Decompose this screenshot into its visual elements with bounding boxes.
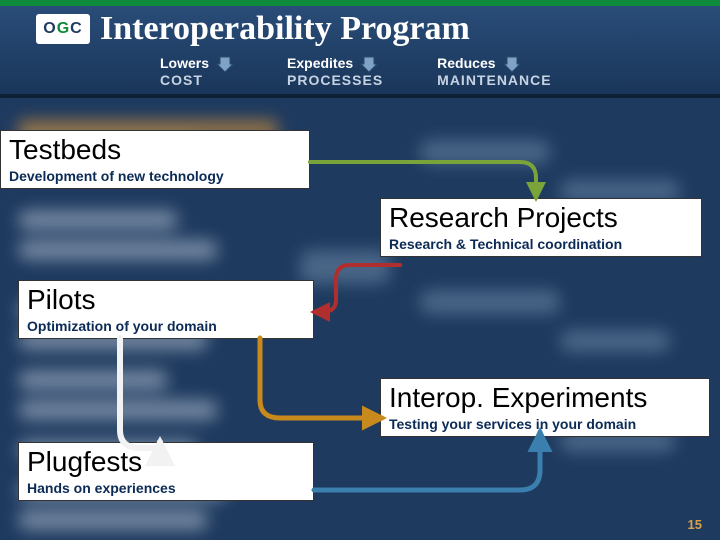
box-testbeds: Testbeds Development of new technology	[0, 130, 310, 189]
logo-c: C	[70, 20, 83, 38]
box-subtitle: Development of new technology	[9, 168, 301, 184]
box-title: Pilots	[27, 285, 305, 316]
box-subtitle: Testing your services in your domain	[389, 416, 701, 432]
header-subcol-top-label: Reduces	[437, 55, 495, 71]
box-research: Research Projects Research & Technical c…	[380, 198, 702, 257]
header-subcol-2: ReducesMAINTENANCE	[437, 54, 551, 88]
box-pilots: Pilots Optimization of your domain	[18, 280, 314, 339]
page-number: 15	[688, 517, 702, 532]
program-header: OGC Interoperability Program LowersCOST E…	[0, 0, 720, 98]
program-title: Interoperability Program	[100, 10, 470, 48]
header-subcol-bottom-label: PROCESSES	[287, 72, 383, 88]
stage: OGC Interoperability Program LowersCOST E…	[0, 0, 720, 540]
box-subtitle: Research & Technical coordination	[389, 236, 693, 252]
header-accent-bar	[0, 0, 720, 6]
header-subhead: LowersCOST ExpeditesPROCESSES ReducesMAINT…	[0, 54, 720, 98]
logo-o: O	[43, 20, 56, 38]
arrow-down-icon	[502, 54, 520, 72]
header-subcol-top: Expedites	[287, 54, 383, 72]
arrow-down-icon	[215, 54, 233, 72]
box-plugfests: Plugfests Hands on experiences	[18, 442, 314, 501]
box-title: Interop. Experiments	[389, 383, 701, 414]
box-interop: Interop. Experiments Testing your servic…	[380, 378, 710, 437]
header-subcol-bottom-label: MAINTENANCE	[437, 72, 551, 88]
arrow-down-icon	[359, 54, 377, 72]
ogc-logo: OGC	[36, 14, 90, 44]
box-title: Plugfests	[27, 447, 305, 478]
logo-g: G	[57, 20, 70, 38]
header-subcol-1: ExpeditesPROCESSES	[287, 54, 383, 88]
box-subtitle: Optimization of your domain	[27, 318, 305, 334]
header-subcol-0: LowersCOST	[160, 54, 233, 88]
header-subcol-bottom-label: COST	[160, 72, 233, 88]
header-subcol-top: Reduces	[437, 54, 551, 72]
header-subcol-top: Lowers	[160, 54, 233, 72]
header-subcol-top-label: Expedites	[287, 55, 353, 71]
logo-wrap: OGC Interoperability Program	[36, 10, 470, 48]
box-title: Testbeds	[9, 135, 301, 166]
header-subcol-top-label: Lowers	[160, 55, 209, 71]
box-title: Research Projects	[389, 203, 693, 234]
box-subtitle: Hands on experiences	[27, 480, 305, 496]
